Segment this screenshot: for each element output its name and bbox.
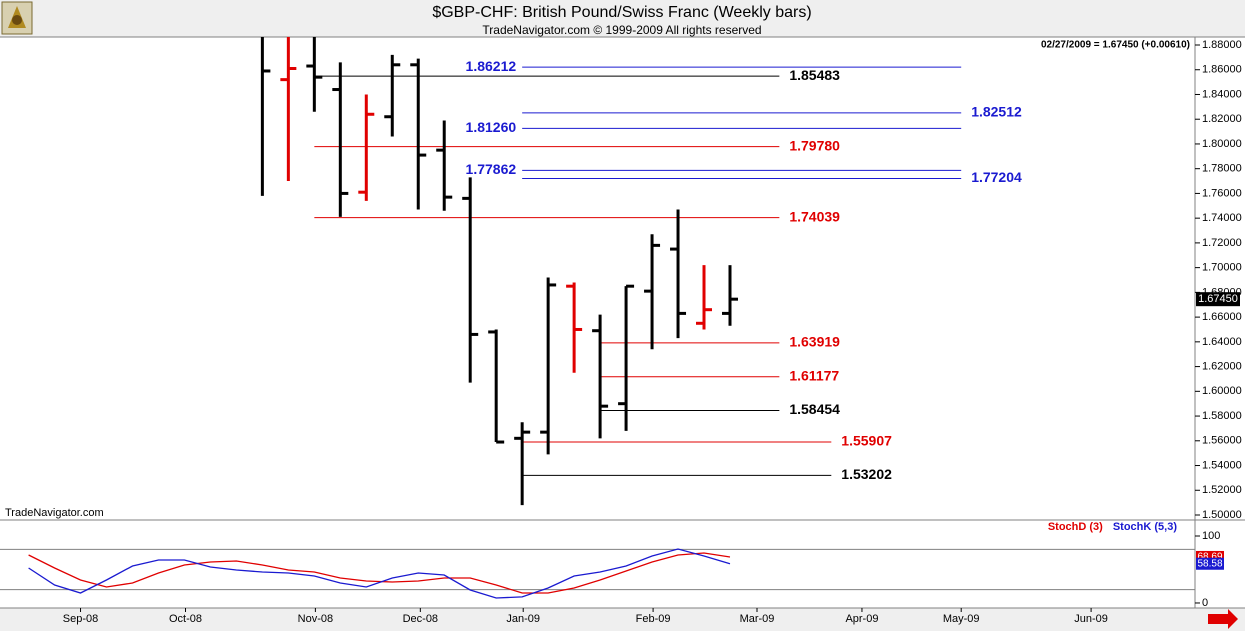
level-label: 1.85483 (789, 67, 840, 83)
quote: 02/27/2009 = 1.67450 (+0.00610) (1041, 40, 1190, 51)
header-background (0, 0, 1245, 37)
y-tick-label: 1.64000 (1202, 336, 1242, 348)
level-label: 1.77862 (466, 161, 517, 177)
y-tick-label: 1.88000 (1202, 39, 1242, 51)
y-tick-label: 1.74000 (1202, 212, 1242, 224)
level-label: 1.58454 (789, 401, 840, 417)
y-tick-label: 1.84000 (1202, 88, 1242, 100)
y-tick-label: 1.52000 (1202, 484, 1242, 496)
y-tick-label: 1.72000 (1202, 237, 1242, 249)
y-tick-label: 1.62000 (1202, 360, 1242, 372)
axes: 1.88000 1.86000 1.84000 1.82000 1.80000 1.780… (63, 39, 1242, 625)
level-label: 1.74039 (789, 208, 840, 224)
y-tick-label: 100 (1202, 530, 1220, 542)
y-tick-label: 1.78000 (1202, 163, 1242, 175)
x-tick-label: Feb-09 (636, 613, 671, 625)
x-tick-label: Mar-09 (740, 613, 775, 625)
x-tick-label: Jan-09 (506, 613, 540, 625)
level-label: 1.77204 (971, 169, 1022, 185)
y-tick-label: 1.54000 (1202, 459, 1242, 471)
level-label: 1.82512 (971, 104, 1022, 120)
level-label: 1.53202 (841, 466, 892, 482)
y-tick-label: 1.66000 (1202, 311, 1242, 323)
x-tick-label: Oct-08 (169, 613, 202, 625)
y-tick-label: 1.76000 (1202, 187, 1242, 199)
x-tick-label: Apr-09 (845, 613, 878, 625)
x-tick-label: May-09 (943, 613, 980, 625)
y-tick-label: 0 (1202, 597, 1208, 609)
scroll-arrow[interactable] (1208, 609, 1238, 629)
last-price-tag (1196, 292, 1240, 307)
level-label: 1.55907 (841, 433, 892, 449)
y-tick-label: 1.86000 (1202, 64, 1242, 76)
level-label: 1.79780 (789, 137, 840, 153)
plot-background (0, 37, 1245, 608)
x-tick-label: Dec-08 (403, 613, 438, 625)
y-tick-label: 1.70000 (1202, 262, 1242, 274)
y-tick-label: 1.56000 (1202, 435, 1242, 447)
stoch-line (28, 552, 731, 594)
level-label: 1.86212 (466, 58, 517, 74)
y-tick-label: 1.80000 (1202, 138, 1242, 150)
x-tick-label: Nov-08 (298, 613, 333, 625)
y-tick-label: 1.82000 (1202, 113, 1242, 125)
watermark: TradeNavigator.com (5, 507, 104, 519)
x-tick-label: Sep-08 (63, 613, 98, 625)
chart-title: $GBP-CHF: British Pound/Swiss Franc (Wee… (432, 4, 811, 21)
x-tick-label: Jun-09 (1074, 613, 1108, 625)
stoch-line (28, 548, 731, 599)
y-tick-label: 1.60000 (1202, 385, 1242, 397)
level-label: 1.63919 (789, 334, 840, 350)
level-label: 1.61177 (789, 367, 839, 383)
legend-entry: StochK (5,3) (1113, 521, 1178, 533)
x-axis-background (0, 608, 1245, 631)
last-price-label: 1.67450 (1198, 293, 1238, 305)
y-tick-label: 1.50000 (1202, 509, 1242, 521)
legend-entry: StochD (3) (1048, 521, 1103, 533)
oscillator-panel (0, 548, 1195, 599)
value-tag (1196, 557, 1224, 570)
value-tag-label: 68.69 (1197, 552, 1222, 563)
value-tag-label: 58.58 (1197, 558, 1222, 569)
logo (1, 1, 33, 35)
level-label: 1.81260 (466, 119, 517, 135)
price-panel: 1.86212 1.85483 1.82512 1.81260 1.79780 1.778… (260, 37, 1022, 506)
y-tick-label: 1.58000 (1202, 410, 1242, 422)
chart-subtitle: TradeNavigator.com © 1999-2009 All right… (482, 23, 761, 37)
